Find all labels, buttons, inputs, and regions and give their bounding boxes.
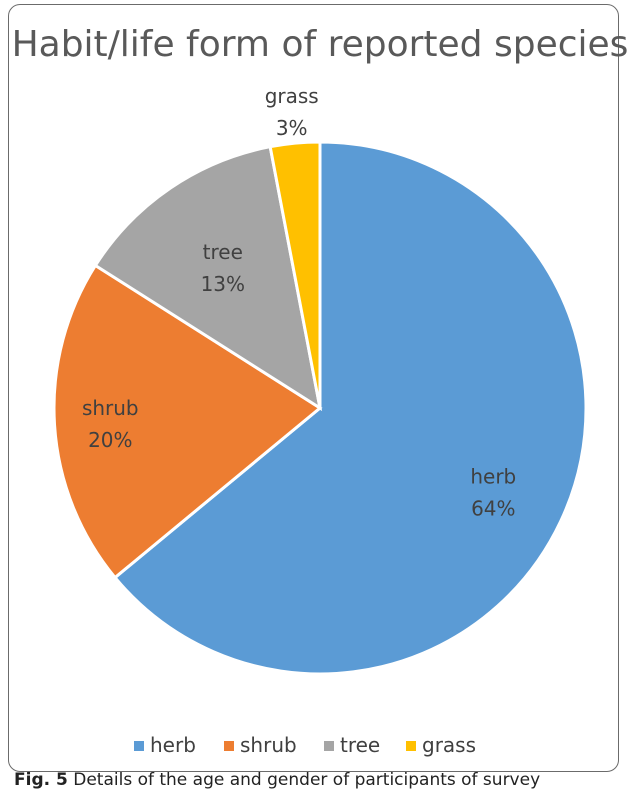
- slice-label-grass: grass: [265, 84, 319, 108]
- legend-swatch-herb: [134, 741, 144, 751]
- slice-value-herb: 64%: [471, 497, 515, 521]
- legend-label-tree: tree: [340, 733, 380, 757]
- legend-swatch-tree: [324, 741, 334, 751]
- figure-caption: Fig. 5 Details of the age and gender of …: [14, 770, 614, 790]
- slice-value-tree: 13%: [201, 272, 245, 296]
- legend-swatch-shrub: [224, 741, 234, 751]
- slice-label-herb: herb: [470, 465, 516, 489]
- pie-slice-herb: [112, 140, 588, 676]
- pie-slice-grass: [268, 140, 322, 409]
- slice-label-tree: tree: [203, 240, 243, 264]
- legend-swatch-grass: [406, 741, 416, 751]
- pie-slice-shrub: [52, 263, 323, 580]
- figure-label: Fig. 5: [14, 770, 68, 790]
- legend: herb shrub tree grass: [134, 733, 476, 757]
- legend-label-grass: grass: [422, 733, 476, 757]
- legend-label-herb: herb: [150, 733, 196, 757]
- figure-caption-text: Details of the age and gender of partici…: [73, 770, 541, 790]
- pie-slice-tree: [93, 144, 323, 412]
- slice-labels: herb 64% shrub 20% tree 13% grass 3%: [82, 84, 516, 521]
- chart-title: Habit/life form of reported species: [12, 24, 627, 65]
- slice-value-shrub: 20%: [88, 428, 132, 452]
- slice-label-shrub: shrub: [82, 396, 139, 420]
- legend-label-shrub: shrub: [240, 733, 297, 757]
- slice-value-grass: 3%: [276, 116, 308, 140]
- chart-frame: [8, 4, 619, 772]
- pie-slices: [52, 140, 588, 676]
